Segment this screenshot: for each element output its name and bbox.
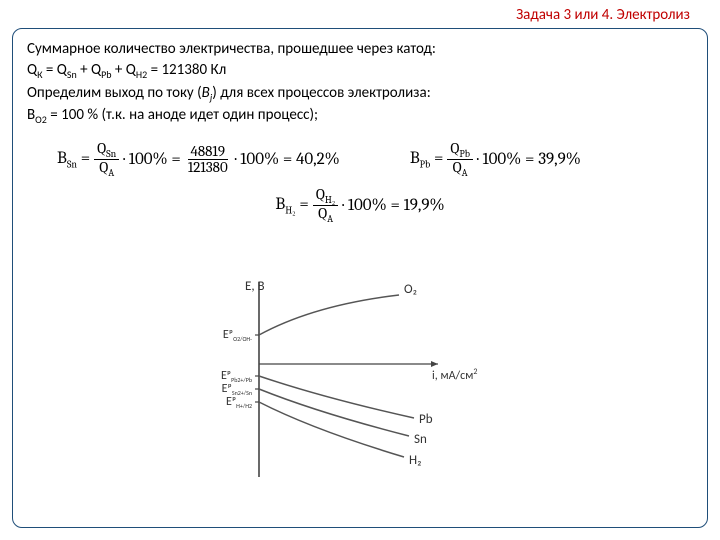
polarization-diagram: E, Bi, мА/см2EᵖO2/OH-EᵖPb2+/PbEᵖSn2+/SnE…: [213, 277, 493, 487]
formulas-row: BSn = QSnQA · 100% = 48819121380 · 100% …: [27, 141, 693, 179]
svg-text:H₂: H₂: [409, 453, 421, 468]
svg-text:Sn: Sn: [414, 432, 427, 447]
line3: Определим выход по току (Вj) для всех пр…: [27, 83, 693, 105]
header-text: Задача 3 или 4. Электролиз: [516, 6, 690, 24]
formula-bpb: BPb = QPbQA · 100% = 39,9%: [410, 141, 581, 179]
formula-bsn: BSn = QSnQA · 100% = 48819121380 · 100% …: [57, 141, 340, 179]
line4: ВO2 = 100 % (т.к. на аноде идет один про…: [27, 105, 693, 127]
line1: Суммарное количество электричества, прош…: [27, 39, 693, 59]
svg-text:Pb: Pb: [419, 412, 433, 427]
content-box: Суммарное количество электричества, прош…: [12, 28, 708, 528]
svg-text:E, B: E, B: [245, 279, 265, 294]
svg-text:i, мА/см2: i, мА/см2: [432, 367, 477, 383]
slide-header: Задача 3 или 4. Электролиз: [516, 6, 690, 24]
line2: QК = QSn + QPb + QH2 = 121380 Кл: [27, 60, 693, 82]
formula-bh2: BH₂ = QH₂QA · 100% = 19,9%: [27, 187, 693, 225]
svg-text:EᵖH+/H2: EᵖH+/H2: [226, 395, 252, 410]
svg-text:O₂: O₂: [404, 282, 417, 297]
svg-text:EᵖO2/OH-: EᵖO2/OH-: [223, 328, 252, 343]
